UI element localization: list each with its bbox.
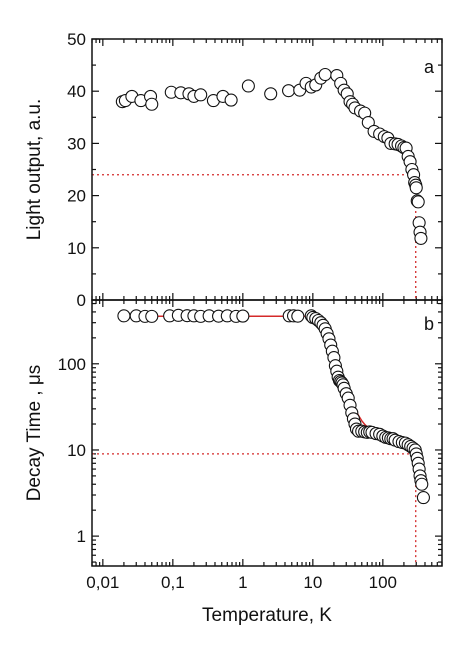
- panel-a-y-axis-title: Light output, a.u.: [24, 99, 45, 241]
- panel-b-data-point: [145, 309, 159, 323]
- panel-b-y-tick-label: 100: [58, 355, 86, 374]
- panel-a-y-tick-label: 0: [77, 291, 86, 310]
- panel-a-y-tick-label: 20: [67, 187, 86, 206]
- panel-b-frame: [91, 299, 443, 567]
- x-tick-label: 10: [303, 573, 322, 592]
- panel-a-data-point: [282, 84, 296, 98]
- panel-b-data-point: [117, 309, 131, 323]
- panel-b-data-point: [291, 309, 305, 323]
- panel-a-y-tick-label: 40: [67, 82, 86, 101]
- panel-b-y-tick-label: 1: [77, 527, 86, 546]
- panel-a-data-point: [241, 79, 255, 93]
- panel-b-data-point: [415, 477, 429, 491]
- panel-a-data-point: [194, 88, 208, 102]
- panel-a-data-point: [409, 181, 423, 195]
- panel-b-decay-time: 0,01 0,1 1 10 100 1 10 100 b Decay Time , μs Te…: [24, 299, 443, 626]
- panel-a-y-tick-label: 10: [67, 239, 86, 258]
- x-tick-label: 0,1: [161, 573, 185, 592]
- x-axis-title: Temperature, K: [202, 605, 332, 626]
- x-tick-label: 0,01: [86, 573, 119, 592]
- panel-a-frame: [91, 38, 443, 301]
- panel-a-reference-line: [92, 174, 417, 300]
- panel-a-data-point: [224, 93, 238, 107]
- panel-b-reference-line: [92, 453, 417, 566]
- panel-b-y-tick-label: 10: [67, 441, 86, 460]
- panel-a-data-point: [145, 97, 159, 111]
- panel-b-fit-line: [123, 315, 423, 489]
- panel-b-y-axis-title: Decay Time , μs: [24, 365, 45, 502]
- panel-a-y-tick-label: 30: [67, 134, 86, 153]
- panel-a-light-output: 0 10 20 30 40 50 a Light output, a.u.: [24, 30, 443, 310]
- panel-a-y-tick-label: 50: [67, 30, 86, 49]
- panel-a-data-point: [318, 67, 332, 82]
- x-tick-label: 1: [238, 573, 247, 592]
- panel-a-data-point: [264, 87, 278, 101]
- x-tick-label: 100: [369, 573, 397, 592]
- panel-a-data-point: [414, 231, 428, 245]
- panel-b-data-point: [416, 491, 430, 505]
- panel-b-data-point: [236, 309, 250, 323]
- panel-a-data-point: [411, 195, 425, 209]
- panel-b-letter: b: [424, 314, 434, 334]
- panel-a-letter: a: [424, 57, 435, 77]
